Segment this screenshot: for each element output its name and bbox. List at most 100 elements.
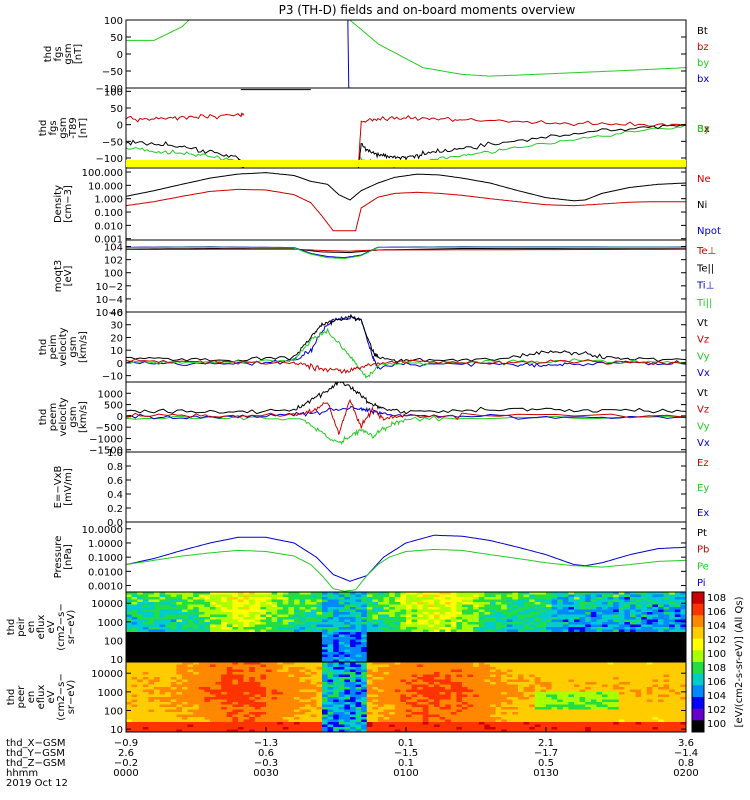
efield-frame xyxy=(126,452,686,522)
density-legend: NeNiNpot xyxy=(697,174,721,237)
y-tick-label: 20 xyxy=(110,333,123,344)
y-tick-label: 104 xyxy=(104,243,123,254)
y-tick-label: 10 xyxy=(110,346,123,357)
y-tick-label: −100 xyxy=(96,154,123,165)
y-tick-label: 100 xyxy=(104,87,123,98)
legend-entry: Vz xyxy=(697,405,709,416)
legend-entry: Pe xyxy=(697,561,709,572)
panel-temperature: 10410210010−210−410−6moqt3 [eV]Te⊥Te||Ti⊥… xyxy=(53,240,716,319)
panel-density: 100.00010.0001.0000.1000.0100.001Density… xyxy=(53,168,721,246)
y-tick-label: 100 xyxy=(104,269,123,280)
efield-ylabel: E=−VxB [mV/m] xyxy=(53,466,74,509)
pressure-ylabel: Pressure [nPa] xyxy=(53,536,74,579)
panel-pressure: 10.00001.00000.10000.01000.0010Pressure[… xyxy=(53,522,709,593)
panels: 100500−50−100thd fgs gsm [nT]Btbzbybx100500… xyxy=(6,0,721,736)
y-tick-label: 100.000 xyxy=(82,168,123,179)
fgs_gsm_t89-series-Bz xyxy=(126,113,244,122)
peem_velocity-legend: VtVzVyVx xyxy=(697,388,710,449)
y-tick-label: 0 xyxy=(117,121,123,132)
peim_velocity-series-Vt xyxy=(126,315,686,363)
panel-peem_velocity: 10005000−500−1000−1500thd peem velocity gsm… xyxy=(38,380,710,456)
panel-peim_velocity: 403020100−10thd peim velocity gsm [km/s]VtVz… xyxy=(38,308,710,383)
y-tick-label: 40 xyxy=(110,308,123,319)
y-tick-label: 1000 xyxy=(98,618,123,629)
fgs_gsm_t89-ylabel: thd fgs gsm -T89 [nT] xyxy=(38,117,89,139)
pressure-legend: PtPbPePi xyxy=(697,528,709,589)
y-tick-label: −10 xyxy=(102,372,123,383)
y-tick-label: 10−4 xyxy=(96,295,123,306)
y-tick-label: 0 xyxy=(117,50,123,61)
y-tick-label: 0.0010 xyxy=(88,582,123,593)
legend-entry: Vz xyxy=(697,335,709,346)
y-tick-label: 0.2 xyxy=(107,504,123,515)
y-tick-label: 50 xyxy=(110,104,123,115)
peem_velocity-lines xyxy=(126,380,686,443)
density-lines xyxy=(126,173,686,231)
legend-entry: Pi xyxy=(697,578,706,589)
temperature-legend: Te⊥ Te|| Ti⊥ Ti|| xyxy=(696,246,716,309)
peem_velocity-series-Vt xyxy=(126,380,686,414)
panel-fgs_gsm_t89: 100 50 0 −50 −100 thd fgs gsm -T89 [nT] BxBzBy xyxy=(38,87,710,168)
y-tick-label: 0.100 xyxy=(94,208,123,219)
overview-figure: P3 (TH-D) fields and on-board moments ov… xyxy=(0,0,750,800)
y-tick-label: 500 xyxy=(104,401,123,412)
y-tick-label: −50 xyxy=(102,67,123,78)
legend-entry: Te|| xyxy=(696,263,714,274)
y-tick-label: 102 xyxy=(104,256,123,267)
temperature-lines xyxy=(126,247,686,259)
peir_spectrogram-ylabel: thd peir en eflux eV (cm2−s− sr−eV) xyxy=(6,603,77,650)
y-tick-label: −50 xyxy=(102,137,123,148)
peim_velocity-legend: Vt Vz Vy Vx xyxy=(697,318,710,379)
panel-efield: 1.00.80.60.40.20.0E=−VxB [mV/m]EzEyEx xyxy=(53,448,709,529)
legend-entry: Vx xyxy=(697,368,710,379)
efield-legend: EzEyEx xyxy=(697,458,709,519)
pressure-lines xyxy=(126,535,686,591)
y-tick-label: 1.000 xyxy=(94,195,123,206)
legend-entry: Te⊥ xyxy=(696,246,716,257)
pressure-frame xyxy=(126,522,686,592)
y-tick-label: 0.8 xyxy=(107,462,123,473)
legend-entry: Vy xyxy=(697,421,710,432)
legend-entry: Vt xyxy=(697,318,708,329)
fgs_gsm_t89-lines xyxy=(126,90,686,169)
y-tick-label: 100 xyxy=(104,636,123,647)
peim_velocity-ylabel: thd peim velocity gsm [km/s] xyxy=(38,327,89,366)
legend-entry: Ti⊥ xyxy=(696,281,714,292)
legend-entry: Ez xyxy=(697,458,709,469)
y-tick-label: 0.4 xyxy=(107,490,123,501)
legend-entry: Pb xyxy=(697,545,709,556)
y-tick-label: 0.1000 xyxy=(88,553,123,564)
fgs_gsm-ylabel: thd fgs gsm [nT] xyxy=(43,43,84,64)
y-tick-label: 10000 xyxy=(91,599,123,610)
peem_velocity-ylabel: thd peem velocity gsm [km/s] xyxy=(38,397,89,436)
y-tick-label: 0 xyxy=(117,412,123,423)
legend-entry: Ne xyxy=(697,174,711,185)
y-tick-label: 10.0000 xyxy=(82,525,123,536)
y-tick-label: 0.6 xyxy=(107,476,123,487)
legend-entry: Bt xyxy=(697,26,708,37)
legend-entry: Ti|| xyxy=(696,298,712,309)
y-tick-label: −500 xyxy=(96,423,123,434)
fgs_gsm_t89-legend: BxBzBy xyxy=(697,124,710,135)
fgs_gsm-legend: Btbzbybx xyxy=(697,26,709,85)
y-tick-label: 100 xyxy=(104,16,123,27)
panel-peir_spectrogram: 10000100010010thd peir en eflux eV (cm2−s− sr−… xyxy=(6,592,687,666)
legend-entry: Vy xyxy=(697,351,710,362)
y-tick-label: −1000 xyxy=(89,434,123,445)
legend-entry: Npot xyxy=(697,226,721,237)
y-tick-label: 1.0000 xyxy=(88,539,123,550)
legend-entry: Vx xyxy=(697,438,710,449)
pressure-series-Pe xyxy=(126,549,686,591)
peem_velocity-series-Vy xyxy=(126,415,686,443)
fgs_gsm_t89-frame xyxy=(126,88,686,168)
density-series-Ni xyxy=(126,173,686,201)
y-tick-label: 10.000 xyxy=(88,181,123,192)
y-tick-label: 1000 xyxy=(98,389,123,400)
y-tick-label: 10−2 xyxy=(96,282,123,293)
panel-peer_spectrogram: 10000100010010thd peer en eflux eV (cm2−s− sr−… xyxy=(6,662,687,736)
temperature-frame xyxy=(126,240,686,312)
peim_velocity-series-Vz xyxy=(126,359,686,373)
peim_velocity-frame xyxy=(126,312,686,382)
y-tick-label: 30 xyxy=(110,321,123,332)
pressure-series-Pi xyxy=(126,535,686,581)
